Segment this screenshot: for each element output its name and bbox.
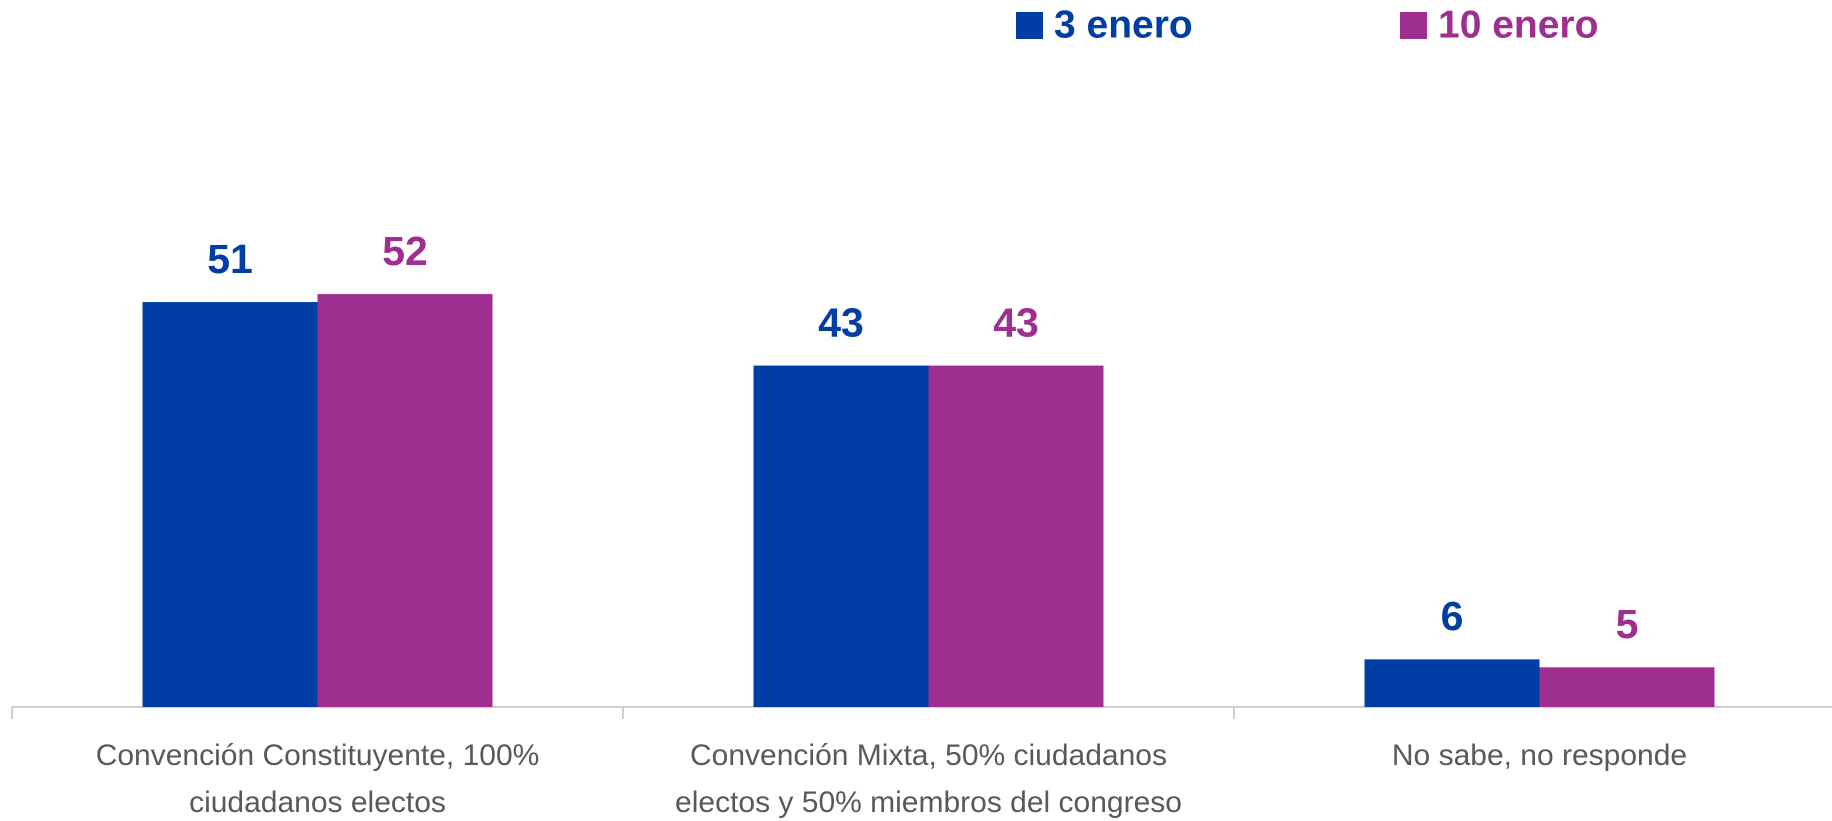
legend-swatch (1400, 12, 1427, 39)
data-label: 43 (993, 299, 1039, 345)
bar (753, 365, 929, 707)
x-tick-label: Convención Mixta, 50% ciudadanos electos … (675, 739, 1182, 819)
bar (142, 302, 318, 707)
legend-label: 3 enero (1054, 3, 1193, 46)
label-line: Convención Constituyente, 100% (96, 739, 540, 772)
data-label: 51 (207, 236, 253, 282)
label-line: No sabe, no responde (1392, 739, 1687, 772)
x-tick-label: No sabe, no responde (1392, 739, 1687, 772)
bar (317, 294, 493, 707)
bar (1539, 667, 1715, 707)
bar (928, 365, 1104, 707)
label-line: ciudadanos electos (189, 786, 446, 819)
data-label: 5 (1616, 601, 1639, 647)
label-line: Convención Mixta, 50% ciudadanos (690, 739, 1167, 772)
bar (1364, 659, 1540, 707)
x-tick-label: Convención Constituyente, 100% ciudadanos… (96, 739, 540, 819)
data-label: 43 (818, 299, 864, 345)
legend-label: 10 enero (1438, 3, 1598, 46)
label-line: electos y 50% miembros del congreso (675, 786, 1182, 819)
legend-swatch (1016, 12, 1043, 39)
data-label: 52 (382, 228, 428, 274)
data-label: 6 (1441, 593, 1464, 639)
